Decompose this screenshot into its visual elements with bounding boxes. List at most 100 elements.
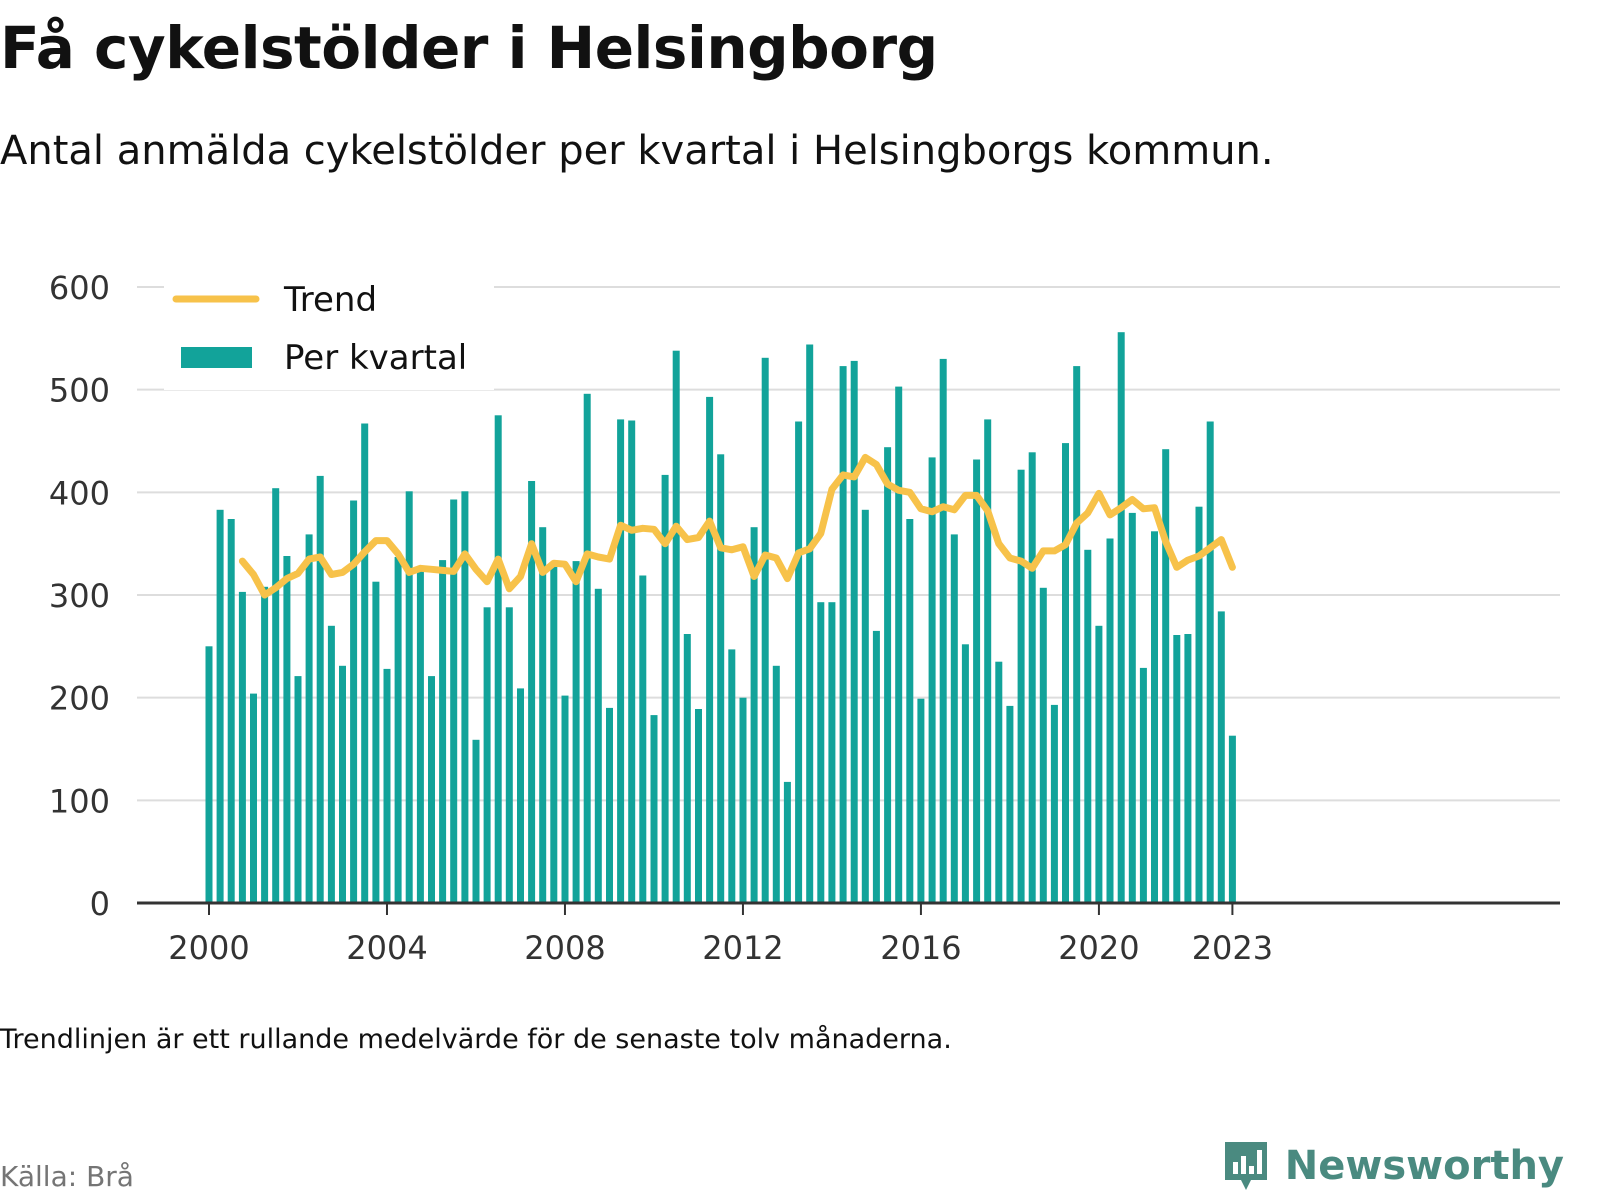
newsworthy-logo-icon [1224,1142,1267,1190]
x-tick-label: 2016 [880,929,961,967]
chart: Trend Per kvartal 2000 2004 2008 2012 2016 20… [48,262,1560,967]
bar [1073,366,1081,904]
bar [439,560,447,903]
bar [1217,611,1225,903]
bar [372,581,380,903]
bar [283,556,291,903]
bar [350,500,358,903]
bar [928,457,936,903]
bar [394,557,402,903]
bar [695,709,702,903]
bar [639,575,647,903]
brand[interactable]: Newsworthy [1221,1138,1564,1194]
bar [1139,667,1147,903]
bar [238,591,246,903]
bar [294,676,302,903]
legend-bars-swatch [181,347,252,368]
bar [339,665,346,903]
bar [683,634,691,903]
x-tick-label: 2012 [702,929,783,967]
bar [872,630,880,903]
bar [661,474,669,903]
bar [1039,587,1047,903]
bar [539,527,547,903]
bar [806,344,814,903]
bar [950,534,958,903]
bar [939,358,947,903]
chart-title: Få cykelstölder i Helsingborg [0,14,938,82]
trend-line [238,453,1236,599]
bar [772,665,780,903]
bar [739,697,747,903]
legend-background [164,262,494,390]
bar [250,693,257,903]
y-tick-label: 500 [49,372,110,410]
y-axis-ticks: 0 100 200 300 400 500 600 [49,269,110,923]
bar [672,350,680,903]
bar [528,481,536,903]
bar [594,588,602,903]
bar [906,519,914,903]
bar [728,649,736,903]
bar [1195,506,1203,903]
bar [783,781,791,903]
x-tick-label: 2020 [1058,929,1139,967]
chart-note: Trendlinjen är ett rullande medelvärde f… [0,1024,952,1055]
bar [1206,421,1214,903]
bar [761,357,769,903]
bar [817,602,825,903]
trend-line-layer [238,453,1236,599]
x-axis-ticks: 2000 2004 2008 2012 2016 2020 2023 [168,903,1273,967]
legend-bars-label: Per kvartal [284,338,467,378]
bar [1128,512,1136,903]
x-tick-label: 2008 [524,929,605,967]
bar [316,475,324,903]
bar [617,419,625,903]
y-tick-label: 100 [49,782,110,820]
bar [1062,443,1069,903]
legend: Trend Per kvartal [164,262,494,390]
bar [973,459,981,903]
bar [472,739,480,903]
bar [405,491,413,903]
y-tick-label: 300 [49,577,110,615]
bar [450,499,458,903]
y-tick-label: 200 [49,680,110,718]
bar [706,396,714,903]
y-tick-label: 0 [90,885,110,923]
bar [961,644,969,903]
bar [383,668,391,903]
bar [1184,634,1192,903]
bar [483,607,491,903]
bar [839,366,847,904]
bar [494,415,502,903]
bar [606,707,613,903]
bar [984,419,992,903]
bar [205,646,213,903]
bar [327,625,335,903]
bar [517,688,524,903]
bar [1017,469,1025,903]
bar [272,488,280,903]
bar [1162,449,1170,903]
bar [216,509,224,903]
chart-subtitle: Antal anmälda cykelstölder per kvartal i… [0,128,1274,174]
bar [1028,452,1036,903]
bar [1095,625,1103,903]
bar [261,586,269,903]
bar [227,519,235,903]
bar [828,602,836,903]
bar [650,715,658,903]
bar [561,695,569,903]
brand-name: Newsworthy [1284,1143,1564,1189]
x-tick-label: 2023 [1192,929,1273,967]
bar [572,561,580,903]
bar [361,423,369,903]
x-tick-label: 2000 [168,929,249,967]
bar [505,607,513,903]
x-tick-label: 2004 [346,929,427,967]
bar [850,360,858,903]
bar [1084,549,1092,903]
bar [583,393,591,903]
bar [1151,531,1158,903]
